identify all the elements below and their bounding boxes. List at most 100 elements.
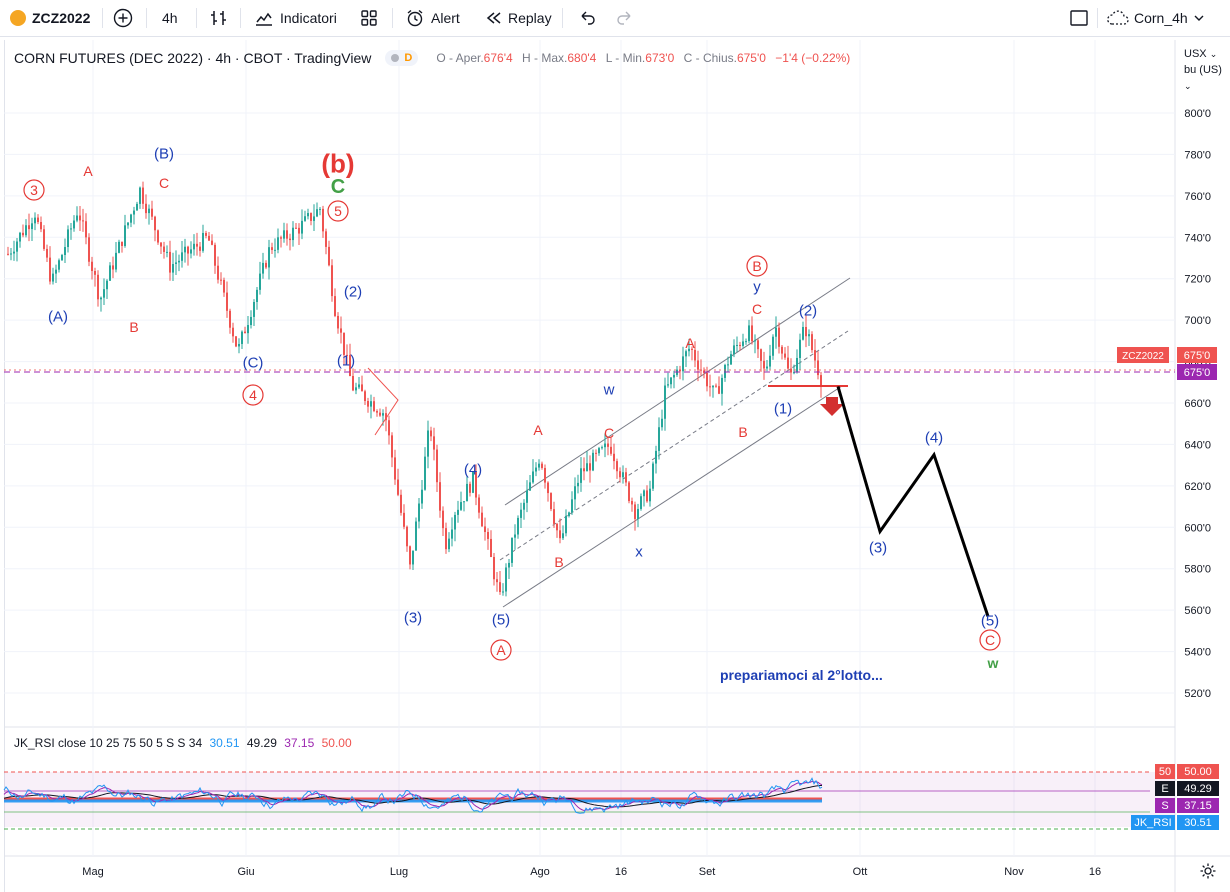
- wave-label: x: [635, 543, 643, 560]
- candle-body: [94, 271, 96, 275]
- divider: [196, 8, 197, 28]
- candle-body: [418, 503, 420, 522]
- candle-body: [580, 468, 582, 483]
- wave-labels: (b)C3A(B)C5(A)B(C)4(1)(2)(3)(4)(5)AwABCx…: [23, 145, 1001, 671]
- rsi-tag-key: [1155, 781, 1175, 796]
- candle-body: [199, 246, 201, 251]
- candle-body: [181, 252, 183, 261]
- candle-body: [37, 217, 39, 223]
- candle-body: [568, 512, 570, 516]
- candle-body: [436, 449, 438, 483]
- candle-body: [211, 240, 213, 245]
- candle-body: [52, 273, 54, 282]
- candle-body: [532, 471, 534, 483]
- candle-body: [421, 489, 423, 504]
- candle-body: [34, 217, 36, 224]
- divider: [146, 8, 147, 28]
- wave-circle: [746, 255, 768, 277]
- candle-body: [592, 452, 594, 471]
- timeframe-badge[interactable]: D: [385, 50, 419, 66]
- undo-icon: [581, 11, 595, 25]
- symbol-search[interactable]: ZCZ2022: [10, 0, 90, 36]
- candle-body: [778, 327, 780, 347]
- candle-body: [403, 512, 405, 527]
- candle-body: [772, 336, 774, 356]
- fullscreen-button[interactable]: [1068, 0, 1090, 36]
- candle-body: [295, 227, 297, 229]
- candle-body: [796, 357, 798, 373]
- svg-text:ZCZ2022: ZCZ2022: [1122, 351, 1164, 362]
- candle-body: [88, 237, 90, 262]
- wave-label: (1): [774, 400, 792, 417]
- candle-body: [493, 556, 495, 580]
- interval-button[interactable]: 4h: [162, 0, 178, 36]
- candle-body: [766, 366, 768, 369]
- candle-body: [802, 326, 804, 340]
- layout-button[interactable]: Corn_4h: [1105, 0, 1206, 36]
- candle-body: [238, 343, 240, 347]
- candle-body: [382, 413, 384, 416]
- candle-body: [214, 244, 216, 266]
- candle-body: [124, 225, 126, 246]
- wave-label: B: [752, 258, 761, 274]
- candle-body: [226, 292, 228, 311]
- alert-button[interactable]: Alert: [405, 0, 460, 36]
- candle-body: [781, 346, 783, 354]
- candle-body: [613, 453, 615, 462]
- candle-body: [484, 526, 486, 532]
- candle-body: [721, 377, 723, 394]
- candle-body: [55, 269, 57, 274]
- candle-body: [193, 243, 195, 250]
- redo-button[interactable]: [615, 0, 635, 36]
- rsi-tag-value-label: 50.00: [1184, 766, 1212, 778]
- candle-body: [610, 446, 612, 454]
- rsi-legend-title: JK_RSI close 10 25 75 50 5 S S 34: [14, 736, 203, 750]
- candle-body: [184, 246, 186, 253]
- candle-body: [505, 567, 507, 592]
- candle-body: [76, 215, 78, 221]
- candle-body: [757, 340, 759, 350]
- candle-body: [151, 208, 153, 217]
- settings-button[interactable]: [1199, 862, 1217, 885]
- candle-body: [448, 538, 450, 550]
- candle-body: [154, 216, 156, 231]
- candle-body: [274, 249, 276, 251]
- candle-body: [439, 482, 441, 511]
- candle-body: [667, 384, 669, 386]
- candle-body: [640, 496, 642, 509]
- candle-body: [565, 515, 567, 534]
- candle-body: [10, 253, 12, 255]
- candle-body: [583, 468, 585, 472]
- status-dot-icon: [391, 54, 400, 62]
- candle-body: [751, 325, 753, 342]
- currency-selector[interactable]: USX ⌄ bu (US) ⌄: [1184, 46, 1230, 94]
- candle-body: [241, 331, 243, 344]
- rsi-tag-value-label: 49.29: [1184, 783, 1212, 795]
- candle-body: [529, 482, 531, 491]
- candle-body: [364, 391, 366, 402]
- compare-button[interactable]: [112, 0, 134, 36]
- candle-body: [763, 360, 765, 369]
- candle-body: [619, 471, 621, 478]
- undo-button[interactable]: [577, 0, 597, 36]
- candle-body: [268, 247, 270, 268]
- wedge-drawing: [367, 367, 399, 436]
- indicators-button[interactable]: Indicatori: [254, 0, 337, 36]
- wave-label: (5): [492, 611, 510, 628]
- open-value: 676'4: [483, 51, 513, 65]
- candle-body: [307, 213, 309, 217]
- replay-button[interactable]: Replay: [484, 0, 552, 36]
- candle-body: [130, 214, 132, 223]
- candle-body: [475, 471, 477, 498]
- candle-body: [490, 538, 492, 557]
- candle-body: [379, 412, 381, 416]
- rsi-legend: JK_RSI close 10 25 75 50 5 S S 34 30.51 …: [14, 736, 352, 750]
- candle-body: [79, 215, 81, 221]
- candle-body: [409, 546, 411, 565]
- wave-label: B: [738, 424, 747, 440]
- candle-body: [256, 289, 258, 302]
- wave-label: 3: [30, 182, 38, 198]
- templates-button[interactable]: [359, 0, 379, 36]
- chart-type-button[interactable]: [209, 0, 229, 36]
